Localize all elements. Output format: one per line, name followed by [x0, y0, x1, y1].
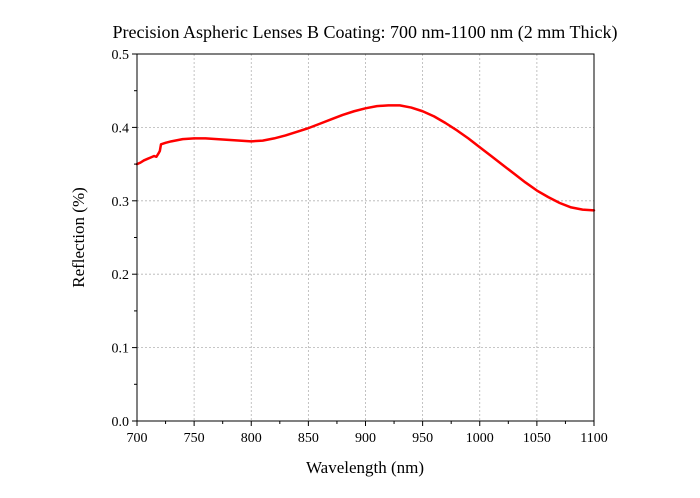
x-tick-label: 1000 — [466, 431, 494, 446]
reflection-curve — [135, 104, 596, 212]
x-tick-label: 800 — [241, 431, 262, 446]
x-tick-label: 850 — [298, 431, 319, 446]
y-tick-label: 0.2 — [112, 268, 130, 283]
grid-lines — [137, 54, 594, 421]
y-axis-label: Reflection (%) — [69, 187, 88, 288]
chart-title: Precision Aspheric Lenses B Coating: 700… — [113, 22, 618, 43]
series-layer — [135, 104, 596, 212]
x-tick-label: 1100 — [580, 431, 607, 446]
y-tick-label: 0.1 — [112, 342, 130, 357]
x-tick-label: 1050 — [523, 431, 551, 446]
y-tick-label: 0.0 — [112, 415, 130, 430]
x-tick-label: 700 — [127, 431, 148, 446]
y-tick-label: 0.5 — [112, 48, 130, 63]
y-tick-label: 0.4 — [112, 121, 130, 136]
y-tick-label: 0.3 — [112, 195, 130, 210]
x-tick-label: 750 — [184, 431, 205, 446]
x-tick-label: 900 — [355, 431, 376, 446]
x-axis-label: Wavelength (nm) — [306, 458, 424, 477]
axis-ticks: 700 750 800 850 900 950 1000 1050 1100 0.0 0.1 0.2 0… — [112, 48, 608, 446]
x-tick-label: 950 — [412, 431, 433, 446]
